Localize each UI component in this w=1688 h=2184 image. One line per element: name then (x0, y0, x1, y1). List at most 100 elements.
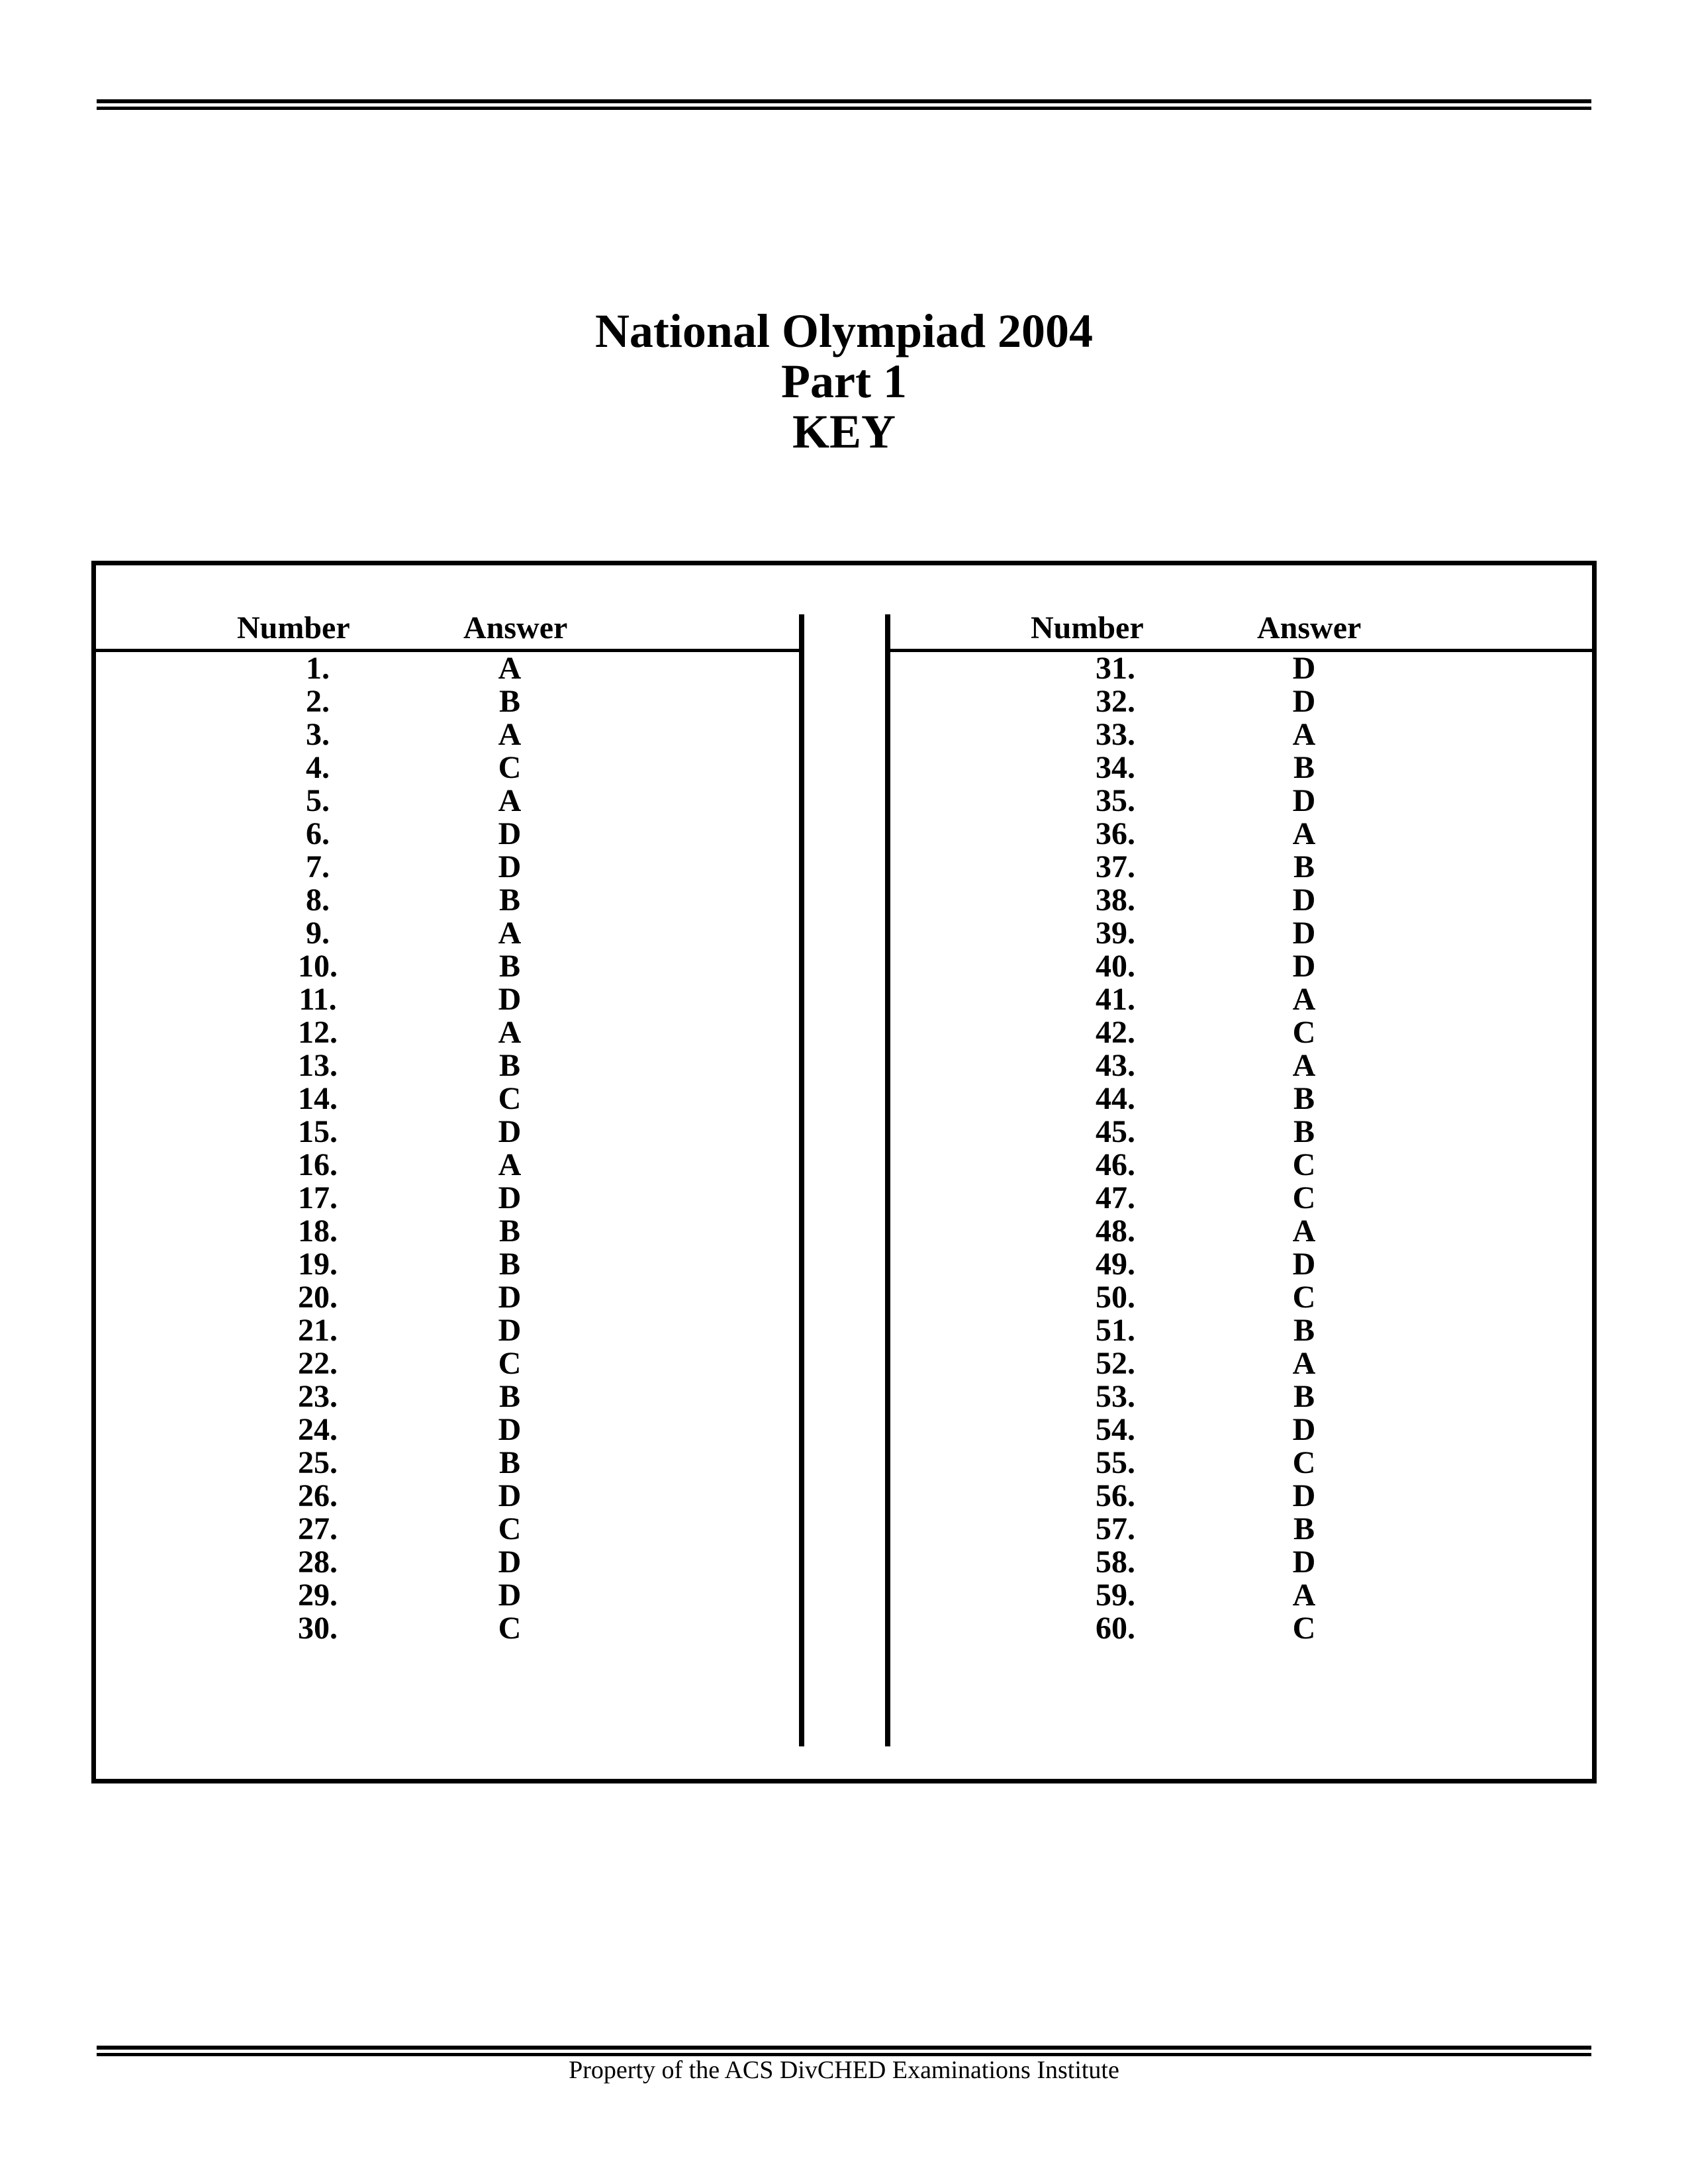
table-row: 9. A (0, 917, 799, 950)
answer-letter: D (1292, 651, 1316, 686)
answer-letter: A (498, 717, 522, 752)
table-row: 50. C (0, 1281, 1688, 1314)
table-row: 29. D (0, 1579, 799, 1612)
answer-letter: D (498, 849, 522, 884)
table-row: 59. A (0, 1579, 1688, 1612)
question-number: 18. (298, 1213, 338, 1249)
answer-letter: A (1292, 982, 1316, 1017)
question-number: 36. (1096, 816, 1135, 851)
key-label: KEY (792, 405, 896, 458)
exam-part: Part 1 (781, 355, 907, 408)
answer-letter: D (498, 1478, 522, 1513)
column-divider-left (799, 614, 804, 1746)
table-row: 47. C (0, 1182, 1688, 1215)
answer-letter: D (498, 1412, 522, 1447)
question-number: 40. (1096, 949, 1135, 984)
table-row: 49. D (0, 1248, 1688, 1281)
question-number: 29. (298, 1578, 338, 1613)
table-row: 7. D (0, 851, 799, 884)
question-number: 41. (1096, 982, 1135, 1017)
table-row: 37. B (0, 851, 1688, 884)
answer-letter: A (1292, 717, 1316, 752)
question-number: 15. (298, 1114, 338, 1149)
table-row: 26. D (0, 1480, 799, 1513)
table-row: 8. B (0, 884, 799, 917)
table-row: 53. B (0, 1380, 1688, 1413)
question-number: 42. (1096, 1015, 1135, 1050)
question-number: 55. (1096, 1445, 1135, 1480)
table-row: 24. D (0, 1413, 799, 1447)
table-row: 6. D (0, 818, 799, 851)
answer-letter: D (498, 816, 522, 851)
question-number: 59. (1096, 1578, 1135, 1613)
table-row: 46. C (0, 1149, 1688, 1182)
answer-letter: A (1292, 1346, 1316, 1381)
answer-letter: D (1292, 949, 1316, 984)
question-number: 25. (298, 1445, 338, 1480)
table-row: 43. A (0, 1049, 1688, 1082)
answer-letter: C (1292, 1611, 1316, 1646)
answer-letter: C (1292, 1015, 1316, 1050)
question-number: 3. (306, 717, 330, 752)
table-row: 48. A (0, 1215, 1688, 1248)
table-row: 52. A (0, 1347, 1688, 1380)
answer-letter: C (498, 1611, 522, 1646)
answer-letter: A (1292, 816, 1316, 851)
table-row: 19. B (0, 1248, 799, 1281)
table-row: 27. C (0, 1513, 799, 1546)
answer-letter: C (498, 1346, 522, 1381)
answer-letter: A (498, 1147, 522, 1182)
table-row: 42. C (0, 1016, 1688, 1049)
table-row: 33. A (0, 718, 1688, 751)
question-number: 51. (1096, 1313, 1135, 1348)
table-row: 2. B (0, 685, 799, 718)
answer-letter: A (498, 1015, 522, 1050)
answer-letter: D (1292, 783, 1316, 818)
table-row: 34. B (0, 751, 1688, 784)
table-row: 22. C (0, 1347, 799, 1380)
table-row: 38. D (0, 884, 1688, 917)
table-row: 4. C (0, 751, 799, 784)
exam-title: National Olympiad 2004 (594, 305, 1094, 357)
question-number: 27. (298, 1511, 338, 1546)
table-row: 25. B (0, 1447, 799, 1480)
table-row: 56. D (0, 1480, 1688, 1513)
answer-letter: C (1292, 1147, 1316, 1182)
table-row: 31. D (0, 652, 1688, 685)
table-row: 60. C (0, 1612, 1688, 1645)
question-number: 58. (1096, 1544, 1135, 1580)
table-row: 11. D (0, 983, 799, 1016)
answer-letter: D (498, 1180, 522, 1215)
answer-list-left: 1. A 2. B 3. A 4. C 5. A 6. D 7. D 8. B 9. A 10. B 11. D 12. A 1… (0, 652, 799, 1645)
question-number: 38. (1096, 882, 1135, 918)
table-row: 17. D (0, 1182, 799, 1215)
answer-header: Answer (463, 610, 568, 645)
answer-letter: B (1293, 750, 1315, 785)
answer-letter: B (1293, 849, 1315, 884)
right-column-header: Number Answer (0, 609, 1688, 647)
answer-letter: D (1292, 684, 1316, 719)
answer-letter: C (498, 1511, 522, 1546)
question-number: 49. (1096, 1247, 1135, 1282)
number-header: Number (237, 610, 350, 645)
answer-letter: D (1292, 1544, 1316, 1580)
table-row: 40. D (0, 950, 1688, 983)
question-number: 19. (298, 1247, 338, 1282)
answer-letter: B (498, 1445, 520, 1480)
question-number: 47. (1096, 1180, 1135, 1215)
left-column-header: Number Answer (0, 609, 799, 647)
table-row: 13. B (0, 1049, 799, 1082)
table-row: 14. C (0, 1082, 799, 1116)
answer-letter: A (498, 783, 522, 818)
table-row: 51. B (0, 1314, 1688, 1347)
question-number: 60. (1096, 1611, 1135, 1646)
answer-letter: B (498, 1247, 520, 1282)
answer-letter: B (498, 949, 520, 984)
table-row: 30. C (0, 1612, 799, 1645)
question-number: 56. (1096, 1478, 1135, 1513)
footer-copyright: Property of the ACS DivCHED Examinations… (569, 2056, 1119, 2084)
answer-letter: D (498, 1280, 522, 1315)
table-row: 41. A (0, 983, 1688, 1016)
question-number: 21. (298, 1313, 338, 1348)
answer-letter: B (498, 1213, 520, 1249)
